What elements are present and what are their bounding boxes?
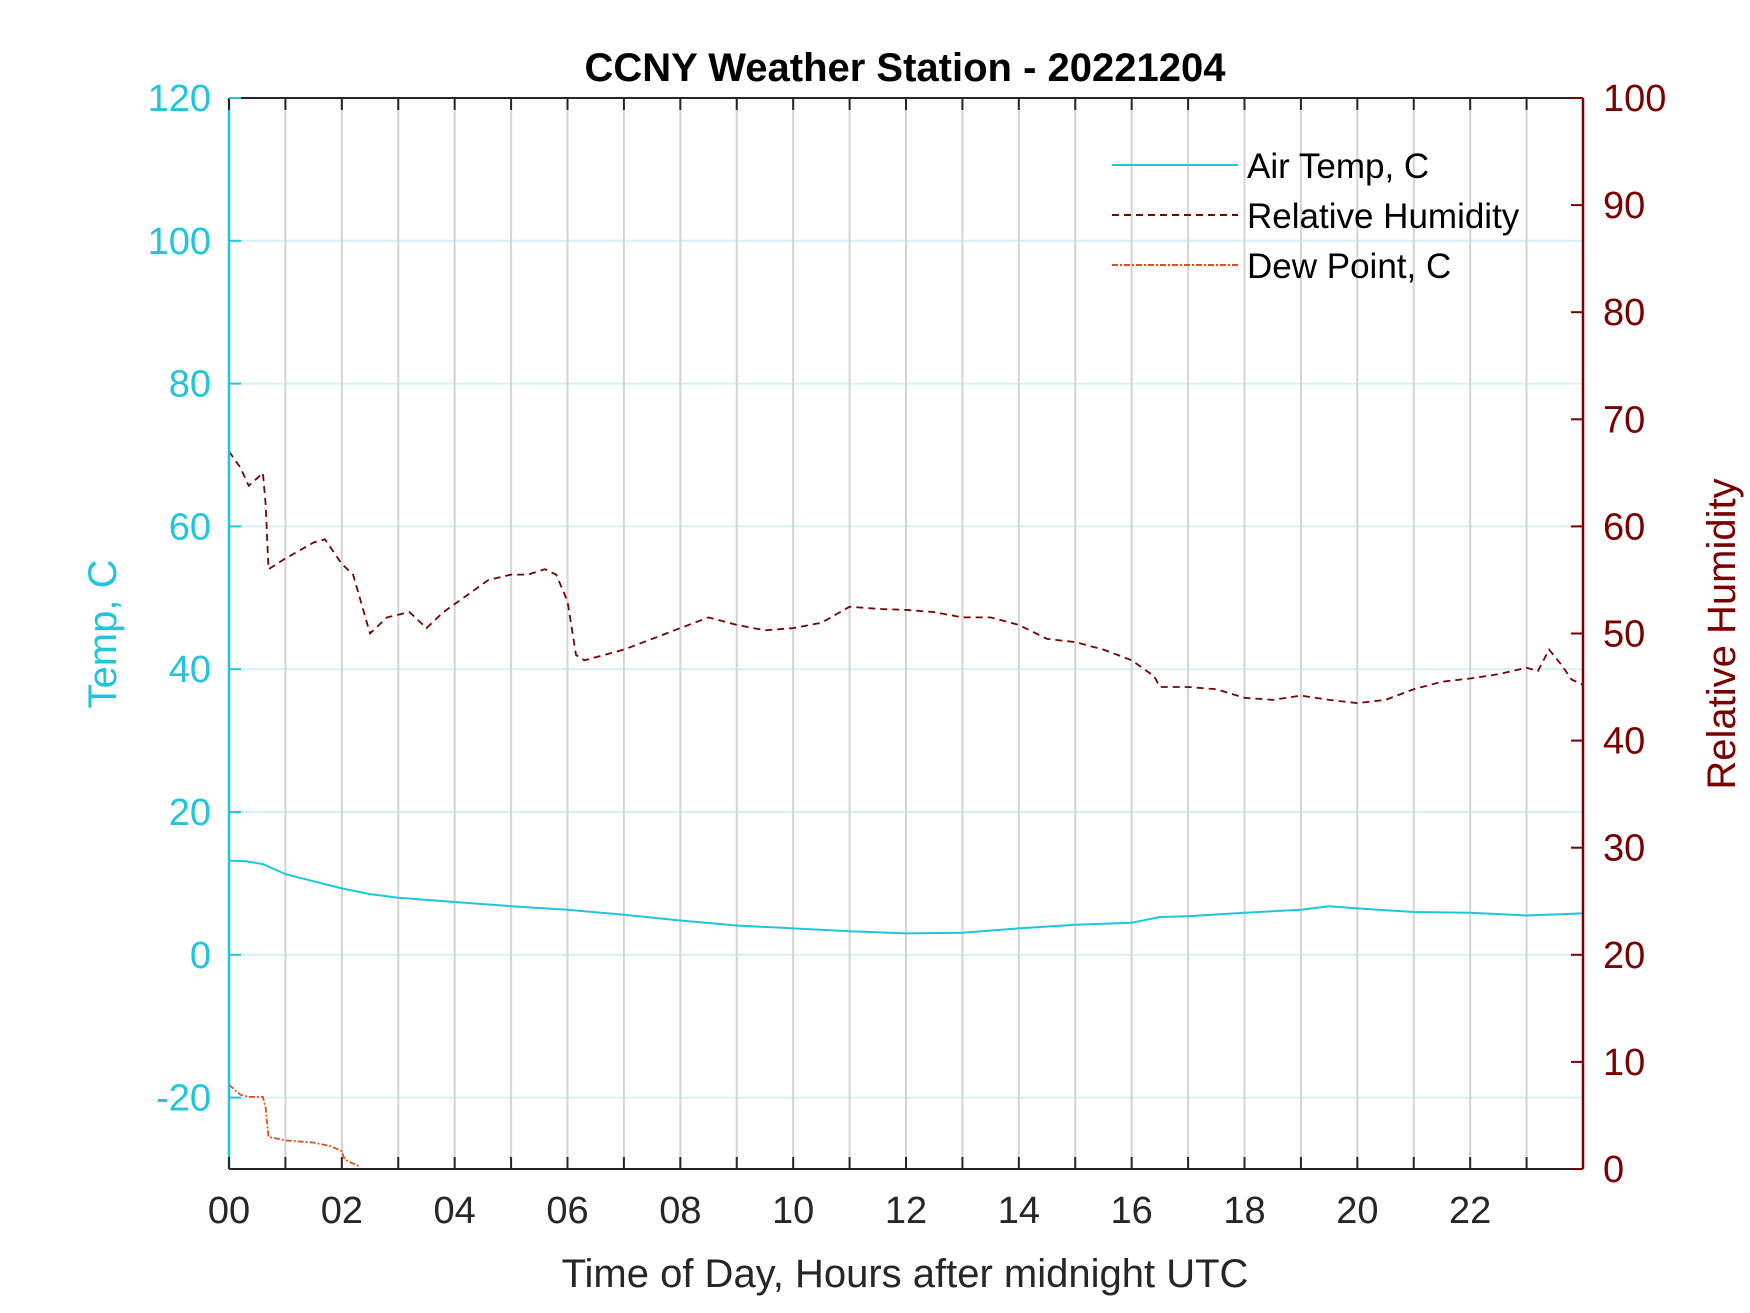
x-axis-label: Time of Day, Hours after midnight UTC [562, 1252, 1249, 1296]
x-tick-label: 04 [434, 1190, 476, 1232]
x-tick-label: 08 [659, 1190, 701, 1232]
legend-label: Dew Point, C [1247, 247, 1451, 286]
y-left-tick-label: 40 [169, 649, 211, 691]
y-right-tick-label: 80 [1603, 292, 1645, 334]
x-tick-label: 12 [885, 1190, 927, 1232]
grid-lines [229, 97, 1583, 1169]
x-tick-label: 06 [546, 1190, 588, 1232]
y-right-tick-label: 30 [1603, 828, 1645, 870]
y-right-tick-label: 10 [1603, 1042, 1645, 1084]
chart-title: CCNY Weather Station - 20221204 [585, 46, 1227, 90]
y-right-tick-label: 90 [1603, 185, 1645, 227]
x-tick-label: 22 [1449, 1190, 1491, 1232]
y-right-tick-label: 50 [1603, 614, 1645, 656]
series-lines [228, 450, 1584, 1167]
y-right-tick-label: 60 [1603, 506, 1645, 548]
y-left-tick-label: 20 [169, 792, 211, 834]
y-right-tick-label: 20 [1603, 935, 1645, 977]
y-right-tick-label: 40 [1603, 721, 1645, 763]
x-tick-label: 18 [1223, 1190, 1265, 1232]
axes: 00 02 04 06 08 10 12 14 16 18 20 22-200204060801001… [148, 78, 1667, 1232]
legend-label: Relative Humidity [1247, 197, 1520, 236]
series-line-air-temp-c [228, 859, 1584, 935]
series-line-relative-humidity [228, 450, 1584, 705]
x-tick-label: 16 [1111, 1190, 1153, 1232]
y-left-tick-label: 100 [148, 221, 211, 263]
y-left-tick-label: 60 [169, 506, 211, 548]
y-right-tick-label: 100 [1603, 78, 1666, 120]
x-tick-label: 20 [1336, 1190, 1378, 1232]
y-left-tick-label: 80 [169, 364, 211, 406]
y-right-tick-label: 0 [1603, 1149, 1624, 1191]
y-left-tick-label: -20 [156, 1078, 211, 1120]
y-right-tick-label: 70 [1603, 399, 1645, 441]
y-left-tick-label: 120 [148, 78, 211, 120]
x-tick-label: 10 [772, 1190, 814, 1232]
y-left-tick-label: 0 [190, 935, 211, 977]
x-tick-label: 00 [208, 1190, 250, 1232]
legend: Air Temp, C Relative Humidity Dew Point, C [1112, 147, 1520, 286]
series-line-dew-point-c [228, 1084, 360, 1167]
y-axis-left-label: Temp, C [81, 560, 125, 709]
x-tick-label: 02 [321, 1190, 363, 1232]
legend-label: Air Temp, C [1247, 147, 1429, 186]
y-axis-right-label: Relative Humidity [1700, 478, 1744, 789]
x-tick-label: 14 [998, 1190, 1040, 1232]
